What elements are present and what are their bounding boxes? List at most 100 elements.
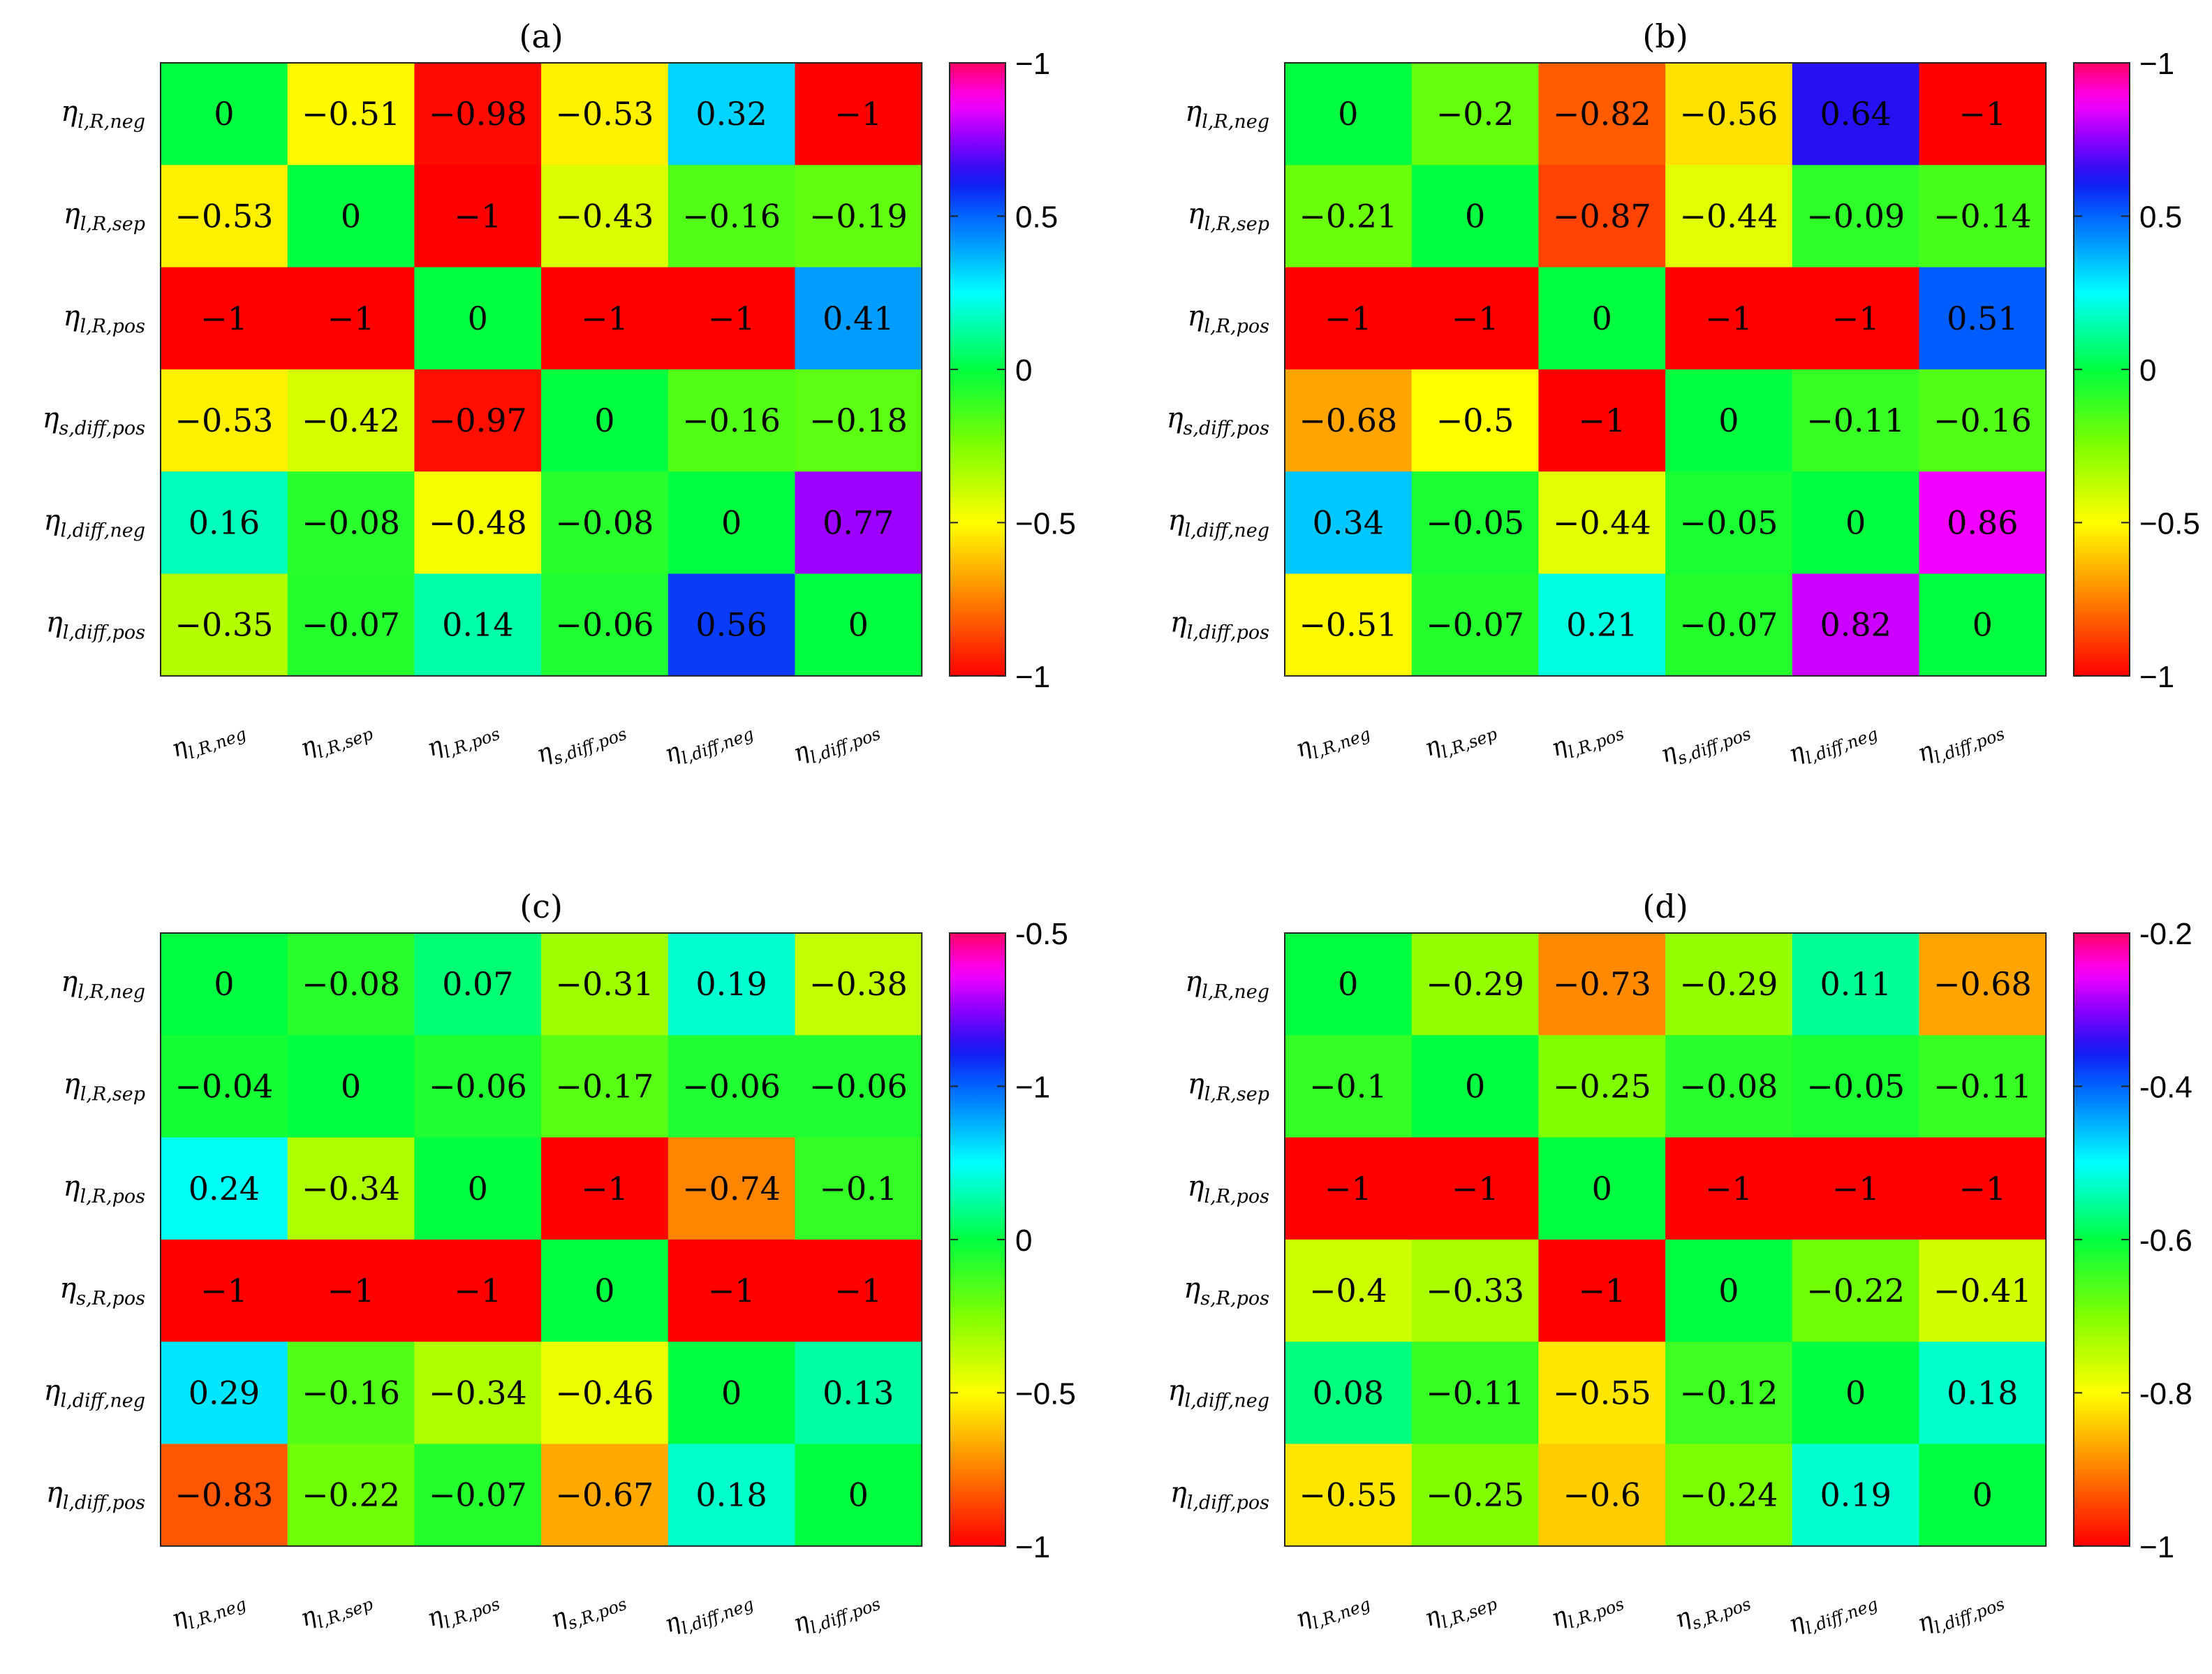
heatmap-cell-r6-c1 [1285, 573, 1413, 677]
heatmap-cell-r4-c2 [287, 1239, 415, 1342]
row-label-4-subscript: s,R,pos [1200, 1288, 1269, 1309]
row-label-3-subscript: l,R,pos [1204, 1186, 1269, 1207]
cell-value-r1-c3: −0.73 [1553, 965, 1651, 1003]
row-label-4: ηs,diff,pos [43, 402, 145, 439]
heatmap-cell-r5-c3 [1538, 471, 1666, 575]
cell-value-r5-c1: 0.34 [1313, 504, 1384, 541]
row-label-1-subscript: l,R,neg [1202, 981, 1269, 1003]
heatmap-cell-r4-c6 [1919, 369, 2047, 472]
row-label-6: ηl,diff,pos [1170, 1477, 1269, 1514]
heatmap-cell-r6-c6 [1919, 573, 2047, 677]
row-label-1: ηl,R,neg [61, 966, 145, 1003]
heatmap-cell-r4-c5 [668, 1239, 796, 1342]
heatmap-cell-r2-c3 [414, 1035, 542, 1138]
cell-value-r6-c5: 0.19 [1820, 1476, 1891, 1514]
cell-value-r5-c3: −0.48 [429, 504, 527, 541]
heatmap-cell-r3-c6 [1919, 1137, 2047, 1240]
cell-value-r4-c6: −0.41 [1933, 1272, 2032, 1309]
row-label-5: ηl,diff,neg [1168, 504, 1269, 541]
cell-value-r4-c2: −0.42 [302, 402, 400, 439]
heatmap-cell-r6-c6 [795, 573, 922, 677]
cell-value-r6-c5: 0.82 [1820, 606, 1891, 644]
cell-value-r5-c5: 0 [721, 1374, 742, 1411]
row-label-6-subscript: l,diff,pos [63, 622, 145, 644]
cell-value-r2-c2: 0 [1465, 198, 1485, 235]
colorbar [949, 932, 1006, 1547]
cell-value-r3-c5: −0.74 [682, 1170, 781, 1207]
heatmap-cell-r4-c3 [1538, 1239, 1666, 1342]
cell-value-r2-c6: −0.11 [1933, 1068, 2032, 1106]
heatmap-cell-r5-c1 [1285, 471, 1413, 575]
cell-value-r6-c2: −0.25 [1426, 1476, 1524, 1514]
heatmap-cell-r1-c2 [287, 933, 415, 1036]
cell-value-r1-c1: 0 [214, 965, 234, 1003]
cell-value-r4-c6: −1 [834, 1272, 882, 1309]
cell-value-r1-c3: −0.98 [429, 95, 527, 133]
row-label-2-symbol: η [1188, 198, 1204, 230]
row-label-5-subscript: l,diff,neg [1185, 520, 1270, 541]
heatmap-cell-r5-c4 [541, 1342, 669, 1445]
cell-value-r6-c1: −0.35 [175, 606, 273, 644]
heatmap-cell-r3-c2 [1411, 1137, 1539, 1240]
colorbar-tick-label-5: −1 [2139, 1530, 2174, 1564]
heatmap-cell-r3-c2 [287, 1137, 415, 1240]
heatmap-cell-r1-c2 [1411, 933, 1539, 1036]
heatmap-cell-r4-c5 [668, 369, 796, 472]
heatmap-cell-r5-c5 [668, 1342, 796, 1445]
cell-value-r2-c5: −0.06 [682, 1068, 781, 1106]
row-label-1-subscript: l,R,neg [78, 111, 145, 133]
colorbar [2073, 932, 2130, 1547]
cell-value-r5-c6: 0.77 [823, 504, 894, 541]
heatmap-cell-r4-c2 [287, 369, 415, 472]
heatmap-cell-r2-c1 [1285, 165, 1413, 268]
row-label-3-subscript: l,R,pos [80, 316, 145, 337]
cell-value-r3-c6: 0.41 [823, 300, 894, 337]
heatmap-cell-r5-c2 [287, 1342, 415, 1445]
heatmap-cell-r6-c6 [795, 1444, 922, 1547]
row-label-2-subscript: l,R,sep [1204, 1083, 1269, 1105]
row-label-1: ηl,R,neg [61, 96, 145, 133]
row-label-2-symbol: η [64, 1068, 80, 1100]
heatmap-cell-r4-c4 [541, 1239, 669, 1342]
cell-value-r4-c4: 0 [1718, 402, 1739, 439]
row-label-3-subscript: l,R,pos [80, 1186, 145, 1207]
heatmap-cell-r4-c5 [1792, 1239, 1920, 1342]
heatmap-cell-r3-c4 [1665, 267, 1793, 370]
heatmap-cell-r4-c4 [1665, 369, 1793, 472]
row-label-3-symbol: η [1188, 1170, 1204, 1203]
row-label-3-symbol: η [64, 1170, 80, 1203]
heatmap-cell-r3-c2 [1411, 267, 1539, 370]
row-label-4-symbol: η [43, 402, 59, 434]
row-label-4-symbol: η [1184, 1272, 1200, 1305]
row-label-6-subscript: l,diff,pos [1187, 1492, 1269, 1514]
cell-value-r1-c4: −0.56 [1679, 95, 1778, 133]
heatmap-cell-r2-c2 [1411, 1035, 1539, 1138]
heatmap-cell-r5-c1 [161, 471, 288, 575]
heatmap-cell-r4-c2 [1411, 1239, 1539, 1342]
heatmap-cell-r2-c6 [1919, 165, 2047, 268]
heatmap-cell-r3-c1 [161, 1137, 288, 1240]
heatmap-cell-r1-c3 [1538, 63, 1666, 166]
cell-value-r3-c6: −1 [1959, 1170, 2006, 1207]
heatmap-cell-r6-c5 [668, 573, 796, 677]
heatmap-cell-r2-c1 [161, 1035, 288, 1138]
heatmap-cell-r1-c2 [287, 63, 415, 166]
heatmap-cell-r1-c4 [1665, 933, 1793, 1036]
heatmap-cell-r3-c4 [1665, 1137, 1793, 1240]
cell-value-r3-c1: −1 [1325, 300, 1372, 337]
cell-value-r2-c4: −0.08 [1679, 1068, 1778, 1106]
cell-value-r5-c1: 0.08 [1313, 1374, 1384, 1411]
heatmap-cell-r6-c2 [287, 1444, 415, 1547]
cell-value-r4-c3: −1 [1578, 402, 1625, 439]
heatmap-cell-r1-c6 [795, 933, 922, 1036]
row-label-5-symbol: η [1168, 1374, 1185, 1407]
heatmap-cell-r4-c6 [795, 369, 922, 472]
cell-value-r5-c3: −0.44 [1553, 504, 1651, 541]
cell-value-r3-c4: −1 [1705, 300, 1753, 337]
cell-value-r4-c6: −0.18 [809, 402, 908, 439]
row-label-5-subscript: l,diff,neg [61, 1390, 146, 1411]
cell-value-r4-c6: −0.16 [1933, 402, 2032, 439]
heatmap-cell-r6-c2 [1411, 1444, 1539, 1547]
cell-value-r2-c3: −0.25 [1553, 1068, 1651, 1106]
row-label-1: ηl,R,neg [1185, 966, 1269, 1003]
